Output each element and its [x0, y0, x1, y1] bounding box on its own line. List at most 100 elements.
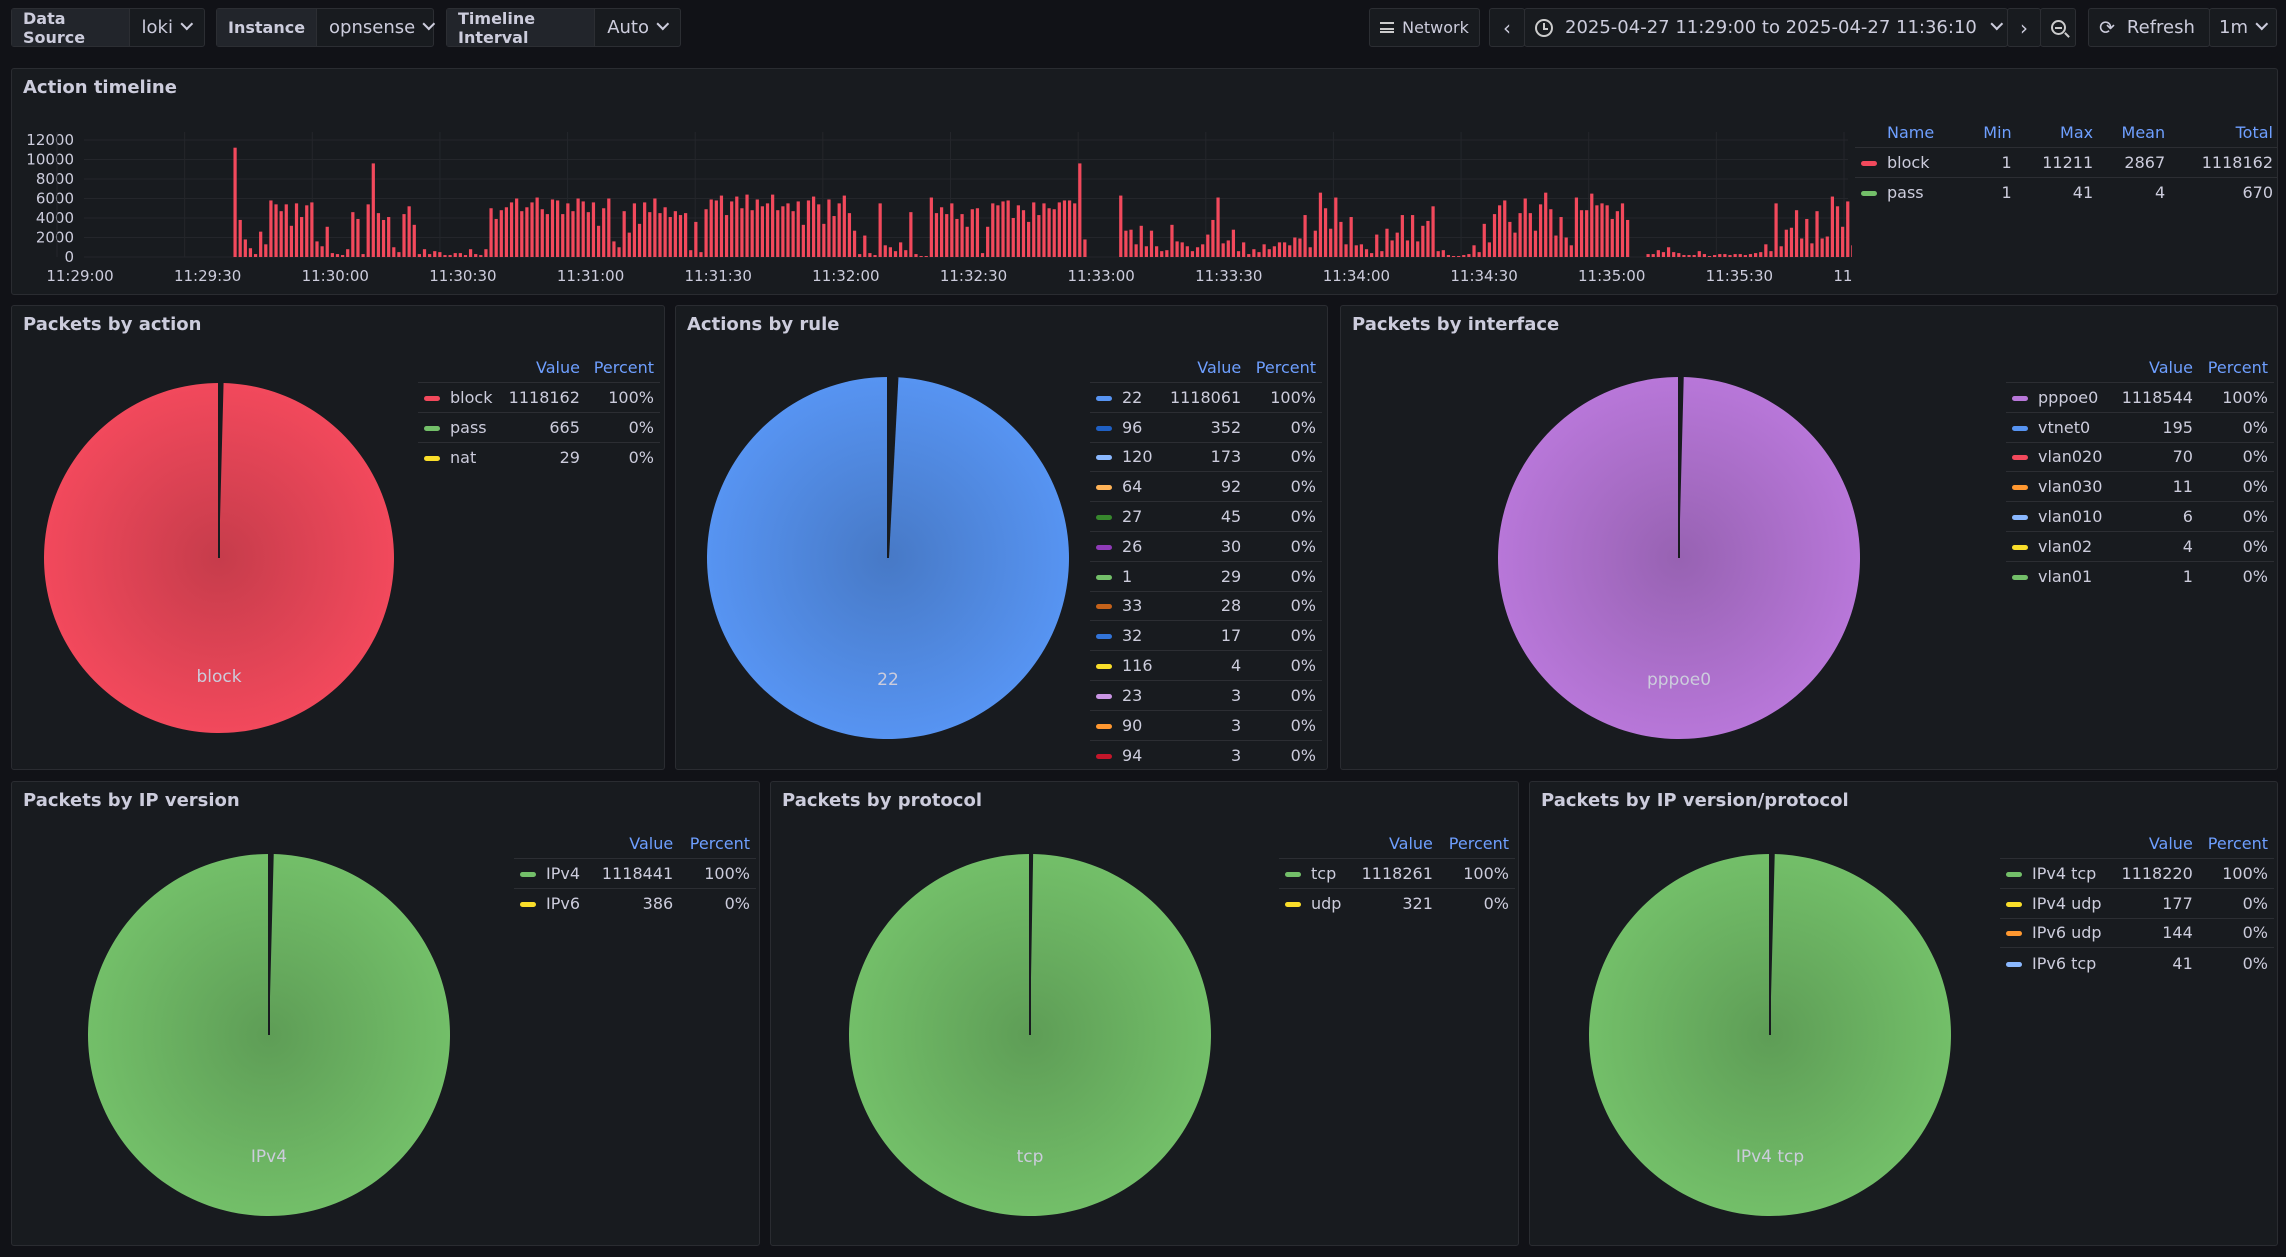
legend-header[interactable]: Max [2060, 123, 2094, 142]
series-color-swatch [1096, 753, 1112, 759]
timeline-bar [1451, 256, 1456, 257]
legend-header[interactable]: Value [1388, 834, 1433, 853]
datasource-select[interactable]: loki [130, 9, 204, 46]
legend-row[interactable]: 27 45 0% [1090, 501, 1322, 532]
legend-row[interactable]: 1 29 0% [1090, 560, 1322, 592]
legend-row[interactable]: 23 3 0% [1090, 679, 1322, 711]
legend-row[interactable]: tcp 1118261 100% [1279, 858, 1515, 889]
time-shift-forward-button[interactable]: › [2007, 8, 2041, 47]
action-timeline-panel: Action timeline 12000 10000 8000 6000 4000 20… [11, 68, 2278, 295]
timeline-bar [463, 255, 468, 257]
legend-header[interactable]: Min [1983, 123, 2012, 142]
timeline-bar [1815, 211, 1819, 257]
legend-row[interactable]: 96 352 0% [1090, 411, 1322, 443]
timeline-bar [310, 202, 314, 257]
legend-row[interactable]: vlan020 70 0% [2006, 441, 2274, 472]
legend-row[interactable]: IPv6 tcp 41 0% [2000, 947, 2274, 978]
legend-row[interactable]: pppoe0 1118544 100% [2006, 382, 2274, 413]
legend-row[interactable]: 33 28 0% [1090, 590, 1322, 621]
legend-row[interactable]: vlan01 1 0% [2006, 560, 2274, 592]
legend-row[interactable]: pass 665 0% [418, 411, 660, 443]
pie-legend[interactable]: Value Percent 22 1118061 100% 96 352 0% 120 173 0%… [1090, 354, 1322, 765]
legend-header[interactable]: Percent [1448, 834, 1509, 853]
refresh-button[interactable]: ⟳ Refresh [2088, 8, 2210, 47]
legend-header[interactable]: Value [1197, 358, 1242, 377]
time-range-picker[interactable]: 2025-04-27 11:29:00 to 2025-04-27 11:36:… [1524, 8, 2008, 47]
x-tick-label: 11:32:00 [812, 267, 879, 285]
timeline-bar [694, 221, 698, 257]
timeline-bar [1697, 251, 1701, 257]
legend-row[interactable]: nat 29 0% [418, 441, 660, 472]
legend-header[interactable]: Percent [2207, 834, 2268, 853]
x-tick-label: 11:30:00 [302, 267, 369, 285]
legend-value: 3 [1160, 709, 1248, 741]
legend-row[interactable]: block 1 11211 2867 1118162 [1855, 147, 2277, 178]
pie-legend[interactable]: Value Percent tcp 1118261 100% udp 321 0% [1279, 830, 1515, 1230]
pie-legend[interactable]: Value Percent block 1118162 100% pass 665 0% nat… [418, 354, 660, 754]
timeline-bar [914, 254, 918, 257]
legend-row[interactable]: udp 321 0% [1279, 887, 1515, 919]
legend-row[interactable]: vlan030 11 0% [2006, 471, 2274, 502]
timeline-bar [1605, 205, 1609, 257]
legend-header[interactable]: Percent [1255, 358, 1316, 377]
pie-legend[interactable]: Value Percent IPv4 1118441 100% IPv6 386 0% [514, 830, 756, 1230]
legend-header[interactable]: Percent [593, 358, 654, 377]
timeline-bar [1021, 210, 1026, 257]
legend-row[interactable]: IPv4 tcp 1118220 100% [2000, 858, 2274, 889]
legend-row[interactable]: 90 3 0% [1090, 709, 1322, 741]
legend-row[interactable]: 116 4 0% [1090, 650, 1322, 681]
series-color-swatch [1096, 634, 1112, 640]
pie-legend[interactable]: Value Percent pppoe0 1118544 100% vtnet0 195 0%… [2006, 354, 2274, 754]
legend-row[interactable]: 120 173 0% [1090, 441, 1322, 472]
legend-percent: 0% [585, 441, 660, 472]
interval-select[interactable]: Auto [595, 9, 680, 46]
legend-header[interactable]: Value [629, 834, 674, 853]
instance-select[interactable]: opnsense [317, 9, 446, 46]
legend-row[interactable]: vlan010 6 0% [2006, 501, 2274, 532]
legend-row[interactable]: 32 17 0% [1090, 620, 1322, 651]
legend-percent: 0% [2198, 560, 2274, 592]
y-tick-label: 6000 [36, 190, 74, 208]
network-links-button[interactable]: Network [1369, 8, 1480, 47]
pie-legend[interactable]: Value Percent IPv4 tcp 1118220 100% IPv4 udp 1… [2000, 830, 2274, 1230]
legend-header[interactable]: Percent [2207, 358, 2268, 377]
timeline-bar [305, 205, 309, 257]
series-name: 1 [1122, 566, 1133, 586]
timeline-bar [1037, 215, 1041, 257]
legend-row[interactable]: IPv6 386 0% [514, 887, 756, 919]
chevron-left-icon: ‹ [1503, 15, 1511, 40]
timeline-bar [1231, 229, 1236, 257]
series-color-swatch [520, 901, 536, 907]
legend-header[interactable]: Mean [2121, 123, 2166, 142]
legend-row[interactable]: IPv4 1118441 100% [514, 858, 756, 889]
series-name: pass [1887, 182, 1924, 202]
legend-header[interactable]: Value [535, 358, 580, 377]
refresh-interval-picker[interactable]: 1m [2209, 8, 2277, 47]
legend-row[interactable]: 94 3 0% [1090, 739, 1322, 765]
time-shift-back-button[interactable]: ‹ [1489, 8, 1525, 47]
pie-slice-label: block [196, 666, 242, 687]
legend-row[interactable]: block 1118162 100% [418, 382, 660, 413]
legend-row[interactable]: pass 1 41 4 670 [1855, 176, 2277, 208]
legend-header[interactable]: Value [2149, 358, 2193, 377]
legend-header[interactable]: Name [1887, 123, 1935, 142]
legend-header[interactable]: Percent [689, 834, 750, 853]
timeline-bar [1344, 244, 1348, 257]
legend-row[interactable]: vtnet0 195 0% [2006, 411, 2274, 443]
legend-row[interactable]: vlan02 4 0% [2006, 530, 2274, 562]
timeline-bar [1359, 244, 1364, 257]
timeline-bar [1651, 254, 1655, 257]
zoom-out-button[interactable] [2040, 8, 2076, 47]
timeline-bar [683, 213, 688, 257]
timeline-bar [755, 199, 759, 257]
series-name: 33 [1122, 596, 1143, 616]
legend-row[interactable]: 26 30 0% [1090, 530, 1322, 562]
legend-header[interactable]: Value [2148, 834, 2193, 853]
legend-row[interactable]: IPv4 udp 177 0% [2000, 887, 2274, 919]
timeline-bar [300, 217, 304, 257]
legend-row[interactable]: 64 92 0% [1090, 471, 1322, 502]
legend-row[interactable]: IPv6 udp 144 0% [2000, 917, 2274, 948]
legend-header[interactable]: Total [2235, 123, 2273, 142]
legend-value: 70 [2112, 441, 2199, 472]
legend-row[interactable]: 22 1118061 100% [1090, 382, 1322, 413]
